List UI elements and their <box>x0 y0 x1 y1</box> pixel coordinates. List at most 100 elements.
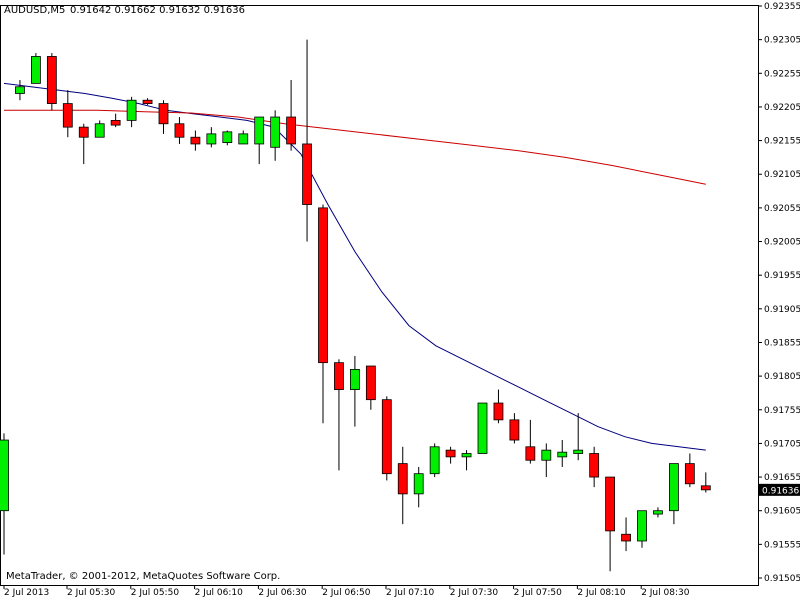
candle[interactable] <box>30 53 41 84</box>
moving-average-fast <box>3 82 706 451</box>
candle[interactable] <box>509 413 520 444</box>
candle-body <box>302 143 312 205</box>
candle-body <box>605 476 615 532</box>
symbol-header: AUDUSD,M5 <box>4 5 65 16</box>
candle-body <box>238 133 249 145</box>
y-tick-label: 0.91805 <box>764 372 800 382</box>
candle[interactable] <box>365 365 376 410</box>
candle[interactable] <box>46 53 57 111</box>
candle[interactable] <box>381 396 392 481</box>
candle-body <box>0 439 9 512</box>
candle[interactable] <box>110 113 121 128</box>
candle[interactable] <box>238 130 249 145</box>
candle[interactable] <box>573 413 584 461</box>
y-tick-label: 0.91905 <box>764 305 800 315</box>
y-tick-label: 0.91605 <box>764 507 800 517</box>
candle[interactable] <box>222 130 233 146</box>
x-tick-label: 2 Jul 06:10 <box>195 588 244 598</box>
y-tick-label: 0.91705 <box>764 439 800 449</box>
candle[interactable] <box>126 96 137 128</box>
candle[interactable] <box>397 446 408 525</box>
current-price-tag <box>759 483 800 496</box>
candle-body <box>445 449 456 458</box>
candle[interactable] <box>94 120 105 138</box>
y-tick-label: 0.91655 <box>764 473 800 483</box>
candle[interactable] <box>206 127 217 148</box>
y-tick-label: 0.92055 <box>764 204 800 214</box>
y-tick-label: 0.92305 <box>764 36 800 46</box>
candle[interactable] <box>0 433 9 555</box>
candle[interactable] <box>286 80 297 151</box>
candle[interactable] <box>557 440 568 467</box>
candle-body <box>381 399 392 475</box>
plot-frame <box>0 5 759 586</box>
x-tick-label: 2 Jul 07:50 <box>514 588 563 598</box>
x-tick-label: 2 Jul 06:30 <box>258 588 307 598</box>
candle[interactable] <box>589 446 600 488</box>
candle[interactable] <box>684 453 695 488</box>
candle-body <box>15 86 25 94</box>
candle[interactable] <box>445 446 456 464</box>
candle-body <box>557 451 568 458</box>
candle[interactable] <box>334 359 344 471</box>
candle-body <box>637 510 647 542</box>
candle-body <box>190 136 201 145</box>
candle-body <box>684 463 695 485</box>
candle[interactable] <box>605 476 615 572</box>
y-tick-label: 0.92255 <box>764 69 800 79</box>
plot-area <box>0 5 759 586</box>
candle[interactable] <box>15 80 25 101</box>
candle-body <box>286 116 297 145</box>
candle-body <box>158 103 169 125</box>
candle[interactable] <box>700 472 711 493</box>
x-tick-label: 2 Jul 2013 <box>4 588 49 598</box>
candle-body <box>429 446 440 475</box>
candle[interactable] <box>429 443 440 478</box>
candle-body <box>413 473 424 495</box>
candle[interactable] <box>174 117 185 144</box>
candle[interactable] <box>525 419 536 464</box>
candle[interactable] <box>621 517 631 552</box>
candle-body <box>206 133 217 145</box>
candle[interactable] <box>142 98 153 105</box>
candle[interactable] <box>669 463 679 525</box>
candle[interactable] <box>413 466 424 508</box>
candle[interactable] <box>158 100 169 134</box>
candle-body <box>110 120 121 126</box>
candle-body <box>365 365 376 401</box>
y-tick-label: 0.91755 <box>764 406 800 416</box>
candle[interactable] <box>302 39 312 242</box>
candle[interactable] <box>461 450 472 471</box>
candle[interactable] <box>318 204 328 424</box>
candle-body <box>349 368 360 390</box>
candle[interactable] <box>190 130 201 151</box>
candle[interactable] <box>270 110 281 161</box>
candle-body <box>589 453 600 478</box>
candle[interactable] <box>477 402 488 454</box>
x-tick-label: 2 Jul 06:50 <box>322 588 371 598</box>
candle[interactable] <box>254 116 265 165</box>
y-tick-label: 0.91955 <box>764 271 800 281</box>
candle-body <box>621 533 631 542</box>
x-tick-label: 2 Jul 08:30 <box>641 588 690 598</box>
candle-body <box>461 453 472 458</box>
candle[interactable] <box>78 123 89 165</box>
time-axis[interactable]: 2 Jul 2013 2 Jul 05:30 2 Jul 05:50 2 Jul 06… <box>3 585 690 598</box>
candle[interactable] <box>62 90 73 138</box>
y-tick-label: 0.92205 <box>764 103 800 113</box>
y-tick-label: 0.91505 <box>764 574 800 584</box>
price-axis[interactable]: 0.92355 0.92305 0.92255 0.92205 0.92155 0.921… <box>758 2 800 584</box>
y-tick-label: 0.92005 <box>764 238 800 248</box>
candle-body <box>573 449 584 454</box>
y-tick-label: 0.91555 <box>764 540 800 550</box>
candle[interactable] <box>637 510 647 548</box>
candle[interactable] <box>653 507 663 518</box>
ohlc-header: 0.91642 0.91662 0.91632 0.91636 <box>70 5 245 16</box>
candle[interactable] <box>493 389 504 424</box>
candle[interactable] <box>349 355 360 427</box>
candle-body <box>525 446 536 461</box>
y-tick-label: 0.91855 <box>764 338 800 348</box>
candle[interactable] <box>541 443 552 478</box>
candle-body <box>30 56 41 84</box>
